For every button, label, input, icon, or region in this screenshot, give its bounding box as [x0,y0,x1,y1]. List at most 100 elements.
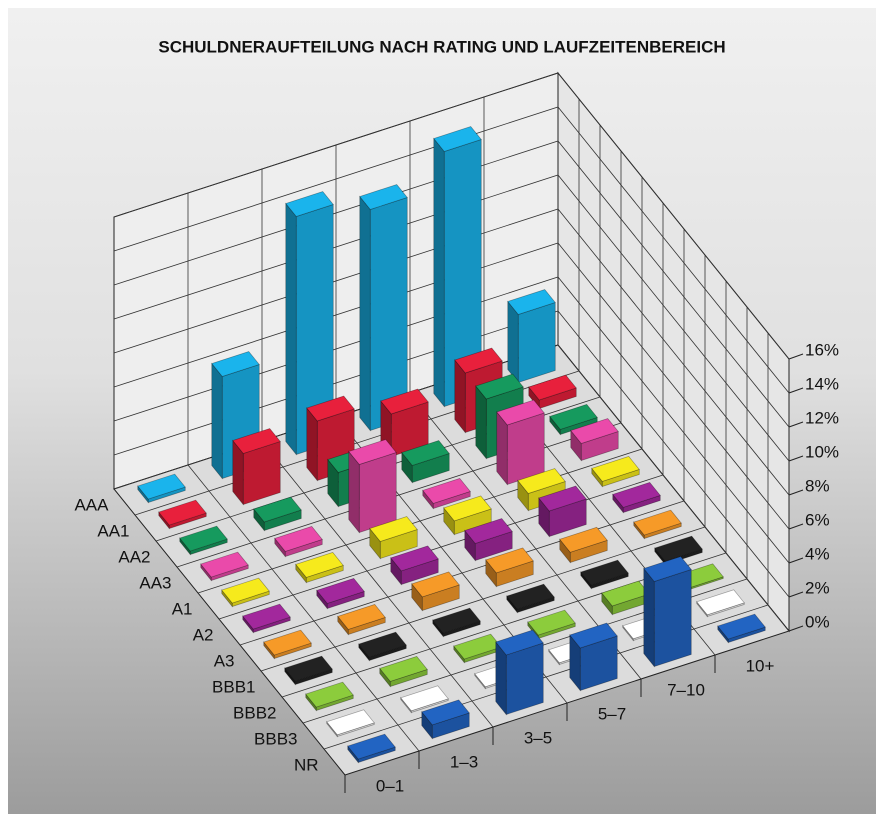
legend-label: AAA [74,495,109,514]
bar [200,551,249,582]
bar [453,633,502,664]
bar [305,681,354,712]
bar [358,631,407,662]
x-tick-label: 10+ [746,656,775,675]
bar-top [496,399,545,426]
y-tick [788,523,804,530]
y-tick [788,455,804,462]
bar [559,526,608,564]
y-tick-label: 8% [805,476,830,495]
bar-top [263,629,312,656]
bar-top [347,733,396,760]
bar-top [633,509,682,536]
bar-top [507,289,556,315]
x-tick-label: 7–10 [667,680,705,699]
bar-top [400,685,449,712]
bar-top [528,374,577,401]
y-tick-label: 10% [805,442,839,461]
bar [348,439,397,534]
bar-top [569,622,618,649]
bar-top [285,191,334,217]
floor-grid [197,448,643,594]
floor-grid [239,500,685,646]
floor-grid [176,422,622,568]
bar [538,485,587,538]
bar-top [137,473,186,500]
bar [284,655,333,686]
bar-top [158,499,207,526]
bar-top [348,439,397,465]
floor-grid [323,604,769,750]
floor-grid [261,440,494,728]
bar-front [517,302,556,383]
bar-top [200,551,249,578]
bar [337,603,386,636]
bar [643,556,692,668]
bar [591,455,640,488]
bar-side [359,195,371,432]
bar [295,551,344,584]
bar-top [643,556,692,582]
floor-grid [260,526,706,672]
bar [443,495,492,536]
bar [316,577,365,610]
bar [569,622,618,692]
bar-top [422,477,471,504]
bar [369,516,418,560]
bar [253,496,302,532]
bar-top [306,395,355,422]
bar-top [369,516,418,542]
bar-top [495,629,544,656]
bar [274,525,323,558]
legend-label: A3 [214,651,235,670]
y-tick-label: 16% [805,340,839,359]
bar-top [221,577,270,604]
legend-label: AA3 [139,573,171,592]
bar [432,607,481,638]
bar-top [274,525,323,552]
bar [433,126,482,408]
bar-side [285,202,297,456]
bar [421,699,470,740]
bar-top [654,535,703,562]
bar-top [717,613,766,640]
legend-label: AA2 [118,547,150,566]
bar [527,609,576,640]
bar-top [696,589,745,616]
bar-top [517,468,566,494]
bar-top [612,481,661,508]
bar-top [232,428,281,454]
bar-top [506,583,555,610]
y-tick [788,591,804,598]
bar [400,685,449,714]
bar-top [421,699,470,726]
bar-top [454,347,503,374]
bar [232,428,281,506]
bar [696,589,745,618]
bar [263,629,312,660]
bar [507,289,556,384]
bar-side [433,137,445,408]
bar [549,403,598,436]
floor-grid [187,464,420,752]
bar [633,509,682,540]
legend-label: BBB1 [212,677,255,696]
bar-top [401,440,450,466]
bar [485,547,534,588]
bar-top [580,559,629,586]
x-tick-label: 1–3 [450,752,478,771]
x-tick-label: 5–7 [598,704,626,723]
bar [496,399,545,486]
bar [158,499,207,530]
bar [401,440,450,484]
bar-top [601,580,650,607]
bar [717,613,766,644]
bar [359,184,408,432]
bar-top [464,518,513,544]
bar [464,518,513,562]
bar-top [380,388,429,415]
bar-side [507,300,519,384]
bar [221,577,270,608]
bar-side [348,450,360,534]
bar-top [316,577,365,604]
